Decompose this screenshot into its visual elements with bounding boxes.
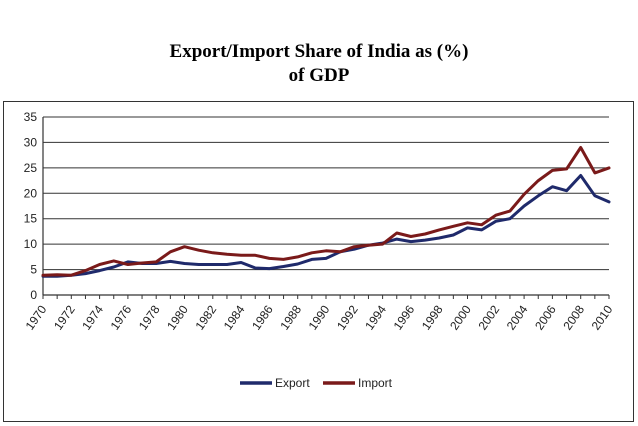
chart-title-line-2: of GDP: [288, 65, 350, 86]
x-tick-label: 1982: [192, 302, 219, 332]
y-tick-label: 10: [24, 237, 38, 251]
x-tick-label: 1996: [391, 302, 418, 332]
x-tick-label: 1986: [249, 302, 276, 332]
legend: Export Import: [240, 376, 393, 390]
x-tick-label: 1988: [277, 302, 304, 332]
x-tick-label: 2002: [475, 302, 502, 332]
x-tick-label: 1980: [164, 302, 191, 332]
x-tick-label: 1992: [334, 302, 361, 332]
x-tick-label: 1976: [108, 302, 135, 332]
y-tick-label: 5: [30, 263, 37, 277]
legend-label-export: Export: [275, 376, 310, 390]
x-tick-label: 1984: [221, 302, 248, 332]
x-tick-label: 2010: [589, 302, 616, 332]
y-tick-label: 0: [30, 288, 37, 302]
x-tick-label: 2006: [532, 302, 559, 332]
x-tick-label: 2004: [504, 302, 531, 332]
x-tick-label: 1998: [419, 302, 446, 332]
y-tick-label: 20: [24, 186, 38, 200]
x-tick-label: 2008: [560, 302, 587, 332]
series-line-export: [41, 174, 611, 278]
y-tick-label: 25: [24, 161, 38, 175]
chart-title: Export/Import Share of India as (%) of G…: [0, 40, 638, 88]
x-tick-label: 2000: [447, 302, 474, 332]
y-tick-label: 35: [24, 110, 38, 124]
series-lines: [41, 146, 611, 278]
y-tick-label: 15: [24, 212, 38, 226]
x-tick-label: 1994: [362, 302, 389, 332]
x-tick-label: 1974: [79, 302, 106, 332]
x-tick-label: 1972: [51, 302, 78, 332]
legend-label-import: Import: [358, 376, 393, 390]
y-tick-label: 30: [24, 135, 38, 149]
x-tick-label: 1990: [306, 302, 333, 332]
series-line-import: [41, 146, 611, 277]
chart-title-line-1: Export/Import Share of India as (%): [169, 41, 469, 62]
x-tick-label: 1970: [23, 302, 50, 332]
x-tick-label: 1978: [136, 302, 163, 332]
